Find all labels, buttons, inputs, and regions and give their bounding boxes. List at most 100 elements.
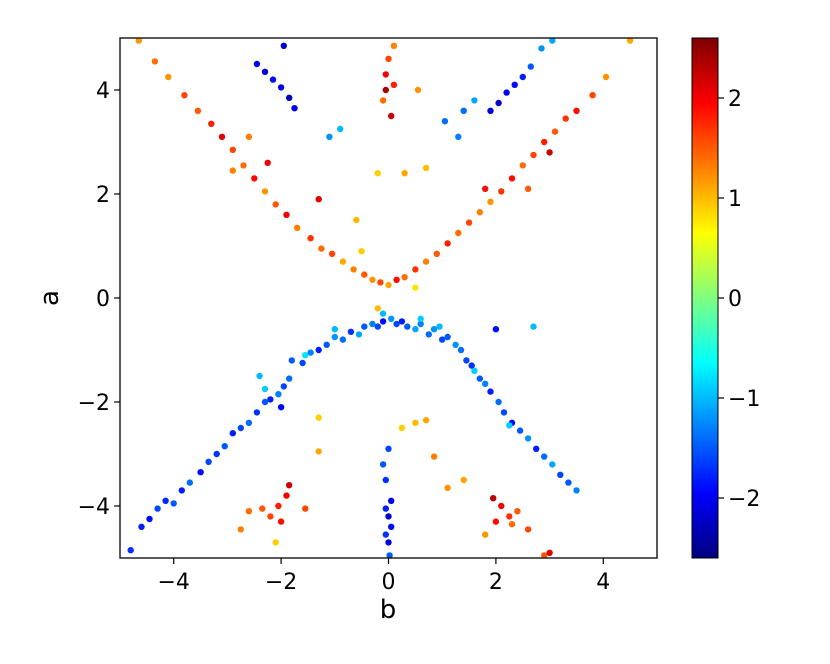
data-point xyxy=(229,167,236,174)
colorbar-ticks: −2 −1 0 1 2 xyxy=(718,87,760,512)
data-point xyxy=(439,336,446,343)
data-point xyxy=(412,326,419,333)
data-point xyxy=(487,198,494,205)
colorbar-tick-label: 2 xyxy=(728,87,742,112)
data-point xyxy=(256,372,263,380)
data-point xyxy=(280,383,287,390)
data-point xyxy=(430,453,438,460)
data-point xyxy=(151,58,159,65)
data-point xyxy=(436,323,443,330)
data-point xyxy=(283,492,290,499)
data-point xyxy=(127,547,134,554)
data-point xyxy=(374,170,381,177)
data-point xyxy=(573,487,580,494)
data-point xyxy=(385,281,392,289)
data-point xyxy=(162,497,169,504)
x-tick-label: −4 xyxy=(157,570,189,595)
data-point xyxy=(369,320,376,328)
data-point xyxy=(541,138,548,146)
data-point xyxy=(457,346,465,354)
data-point xyxy=(251,175,258,182)
data-point xyxy=(495,99,502,107)
colorbar-tick-label: −2 xyxy=(728,487,760,512)
data-point xyxy=(186,479,193,486)
data-point xyxy=(331,333,338,341)
y-tick-label: −2 xyxy=(78,391,110,416)
data-point xyxy=(541,453,548,460)
data-point xyxy=(361,271,368,278)
colorbar-tick-label: 1 xyxy=(728,187,742,212)
data-point xyxy=(527,63,534,70)
data-point xyxy=(240,162,247,169)
data-point xyxy=(355,331,363,338)
data-point xyxy=(181,92,188,99)
data-point xyxy=(388,315,395,322)
data-point xyxy=(455,229,462,237)
data-point xyxy=(524,526,532,533)
data-point xyxy=(476,209,483,216)
data-point xyxy=(194,107,202,115)
data-point xyxy=(482,531,489,538)
x-tick-label: 4 xyxy=(596,570,610,595)
data-point xyxy=(417,315,424,322)
data-point xyxy=(382,531,389,538)
data-point xyxy=(261,385,269,393)
data-point xyxy=(267,396,274,403)
data-point xyxy=(286,375,293,382)
data-point xyxy=(602,73,610,81)
x-tick-label: 2 xyxy=(489,570,503,595)
data-point xyxy=(269,76,277,83)
data-point xyxy=(286,94,293,102)
y-tick-label: 4 xyxy=(96,79,110,104)
data-point xyxy=(422,417,430,424)
data-point xyxy=(519,162,526,169)
data-point xyxy=(170,500,177,507)
data-point xyxy=(503,89,510,96)
data-point xyxy=(369,276,376,283)
data-point xyxy=(280,42,287,49)
data-point xyxy=(253,60,261,68)
data-point xyxy=(283,211,290,218)
colorbar-tick-label: 0 xyxy=(728,287,742,312)
data-point xyxy=(390,81,398,89)
data-point xyxy=(374,323,381,330)
data-point xyxy=(237,526,244,533)
data-point xyxy=(452,341,459,348)
data-point xyxy=(385,445,392,452)
data-point xyxy=(430,326,438,333)
data-point xyxy=(482,380,489,387)
data-point xyxy=(565,479,572,486)
data-point xyxy=(441,118,449,125)
data-point xyxy=(299,359,306,367)
data-point xyxy=(514,508,521,515)
data-point xyxy=(433,250,440,257)
data-point xyxy=(468,362,475,369)
data-point xyxy=(291,105,298,112)
data-point xyxy=(546,149,553,156)
data-point xyxy=(323,341,330,348)
data-point xyxy=(135,38,142,44)
data-point xyxy=(398,318,406,325)
data-point xyxy=(519,73,526,81)
data-point xyxy=(417,320,424,328)
data-point xyxy=(213,450,220,458)
data-point xyxy=(245,508,253,515)
data-point xyxy=(237,424,244,432)
data-point xyxy=(267,513,274,520)
data-point xyxy=(516,427,524,434)
data-point xyxy=(530,151,537,159)
data-point xyxy=(412,266,419,273)
data-point xyxy=(412,419,419,426)
data-point xyxy=(261,188,269,195)
x-tick-label: 0 xyxy=(382,570,396,595)
data-point xyxy=(498,188,505,195)
data-point xyxy=(218,133,226,140)
data-point xyxy=(546,549,553,556)
data-point xyxy=(264,159,271,166)
data-point xyxy=(277,84,285,91)
data-point xyxy=(288,357,295,364)
data-point xyxy=(379,318,387,325)
data-points xyxy=(127,38,634,558)
data-point xyxy=(377,279,384,286)
data-point xyxy=(350,266,357,273)
